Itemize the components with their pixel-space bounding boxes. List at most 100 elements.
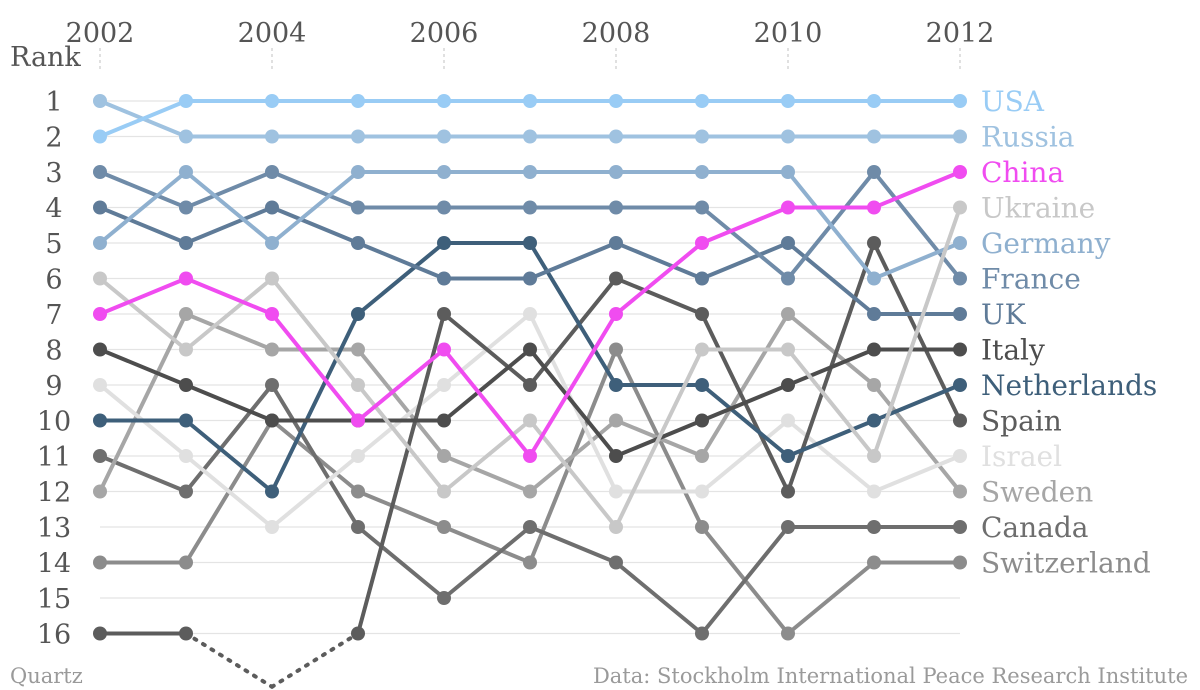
series-segment <box>184 170 274 245</box>
data-point <box>179 342 193 357</box>
data-point <box>867 271 881 286</box>
data-point <box>953 271 967 286</box>
data-point <box>265 94 279 108</box>
data-point <box>781 342 795 357</box>
series-segment <box>528 347 618 458</box>
series-sweden <box>93 307 967 499</box>
data-point <box>867 413 881 428</box>
y-tick-label: 15 <box>37 584 71 615</box>
data-point <box>609 165 623 179</box>
y-tick-label: 7 <box>45 300 62 331</box>
data-point <box>93 555 107 570</box>
y-tick-label: 5 <box>45 229 62 260</box>
data-point <box>265 413 279 428</box>
series-segment <box>98 205 188 245</box>
series-segment <box>872 454 962 494</box>
series-segment <box>184 312 274 352</box>
data-point <box>437 307 451 321</box>
y-tick-label: 11 <box>37 442 71 473</box>
series-segment <box>700 205 790 245</box>
series-segment <box>270 170 360 210</box>
data-point <box>609 555 623 570</box>
data-point <box>953 307 967 321</box>
series-segment <box>786 418 876 494</box>
series-labels: SwitzerlandCanadaSwedenIsraelSpainNether… <box>981 85 1157 580</box>
data-point <box>351 129 365 144</box>
data-point <box>781 449 795 463</box>
data-point <box>179 484 193 499</box>
y-tick-label: 8 <box>45 336 62 367</box>
series-label-russia: Russia <box>981 121 1075 154</box>
data-point <box>179 129 193 144</box>
data-point <box>523 94 537 108</box>
data-point <box>953 236 967 250</box>
series-segment <box>786 312 876 387</box>
series-label-france: France <box>981 263 1081 296</box>
data-point <box>523 484 537 499</box>
series-segment <box>614 560 704 636</box>
data-point <box>695 342 709 357</box>
series-segment <box>270 312 360 423</box>
data-point <box>953 200 967 215</box>
data-point <box>93 236 107 250</box>
data-point <box>179 555 193 570</box>
data-point <box>695 165 709 179</box>
series-ukraine <box>93 200 967 534</box>
series-label-uk: UK <box>981 298 1027 331</box>
data-point <box>437 165 451 179</box>
series-germany <box>93 165 967 286</box>
data-point <box>695 378 709 392</box>
series-label-canada: Canada <box>981 511 1088 544</box>
data-point <box>93 342 107 357</box>
data-point <box>867 342 881 357</box>
data-point <box>523 378 537 392</box>
series-segment <box>700 312 790 458</box>
data-point <box>523 236 537 250</box>
data-point <box>953 413 967 428</box>
data-point <box>781 165 795 179</box>
series-segment <box>98 276 188 352</box>
data-point <box>867 200 881 215</box>
data-point <box>609 484 623 499</box>
data-point <box>351 626 365 641</box>
data-point <box>523 307 537 321</box>
data-point <box>609 200 623 215</box>
series-segment <box>442 347 532 423</box>
data-point <box>953 165 967 179</box>
series-segment <box>614 241 704 316</box>
data-point <box>609 413 623 428</box>
data-point <box>351 484 365 499</box>
y-tick-label: 14 <box>37 549 71 580</box>
series-segment <box>786 241 876 316</box>
series-label-ukraine: Ukraine <box>981 192 1095 225</box>
series-segment <box>184 454 274 529</box>
data-point <box>609 129 623 144</box>
series-segment <box>614 347 704 529</box>
series-segment <box>528 312 618 458</box>
data-point <box>523 520 537 534</box>
series-segment <box>356 241 446 281</box>
data-point <box>265 378 279 392</box>
series-segment <box>98 347 188 387</box>
series-label-germany: Germany <box>981 227 1111 260</box>
data-point <box>781 378 795 392</box>
data-point <box>781 129 795 144</box>
y-tick-label: 9 <box>45 371 62 402</box>
data-point <box>437 591 451 605</box>
series-china <box>93 165 967 463</box>
series-segment <box>270 205 360 245</box>
series-segment <box>356 347 446 458</box>
series-label-italy: Italy <box>981 334 1045 367</box>
data-point <box>523 342 537 357</box>
data-point <box>523 200 537 215</box>
data-point <box>609 342 623 357</box>
series-label-spain: Spain <box>981 405 1062 438</box>
data-point <box>265 520 279 534</box>
data-point <box>437 342 451 357</box>
x-axis: 2002 2004 2006 2008 2010 2012 <box>66 18 994 72</box>
data-point <box>351 520 365 534</box>
series-segment <box>184 631 274 689</box>
data-point <box>523 449 537 463</box>
data-point <box>265 484 279 499</box>
data-point <box>953 129 967 144</box>
